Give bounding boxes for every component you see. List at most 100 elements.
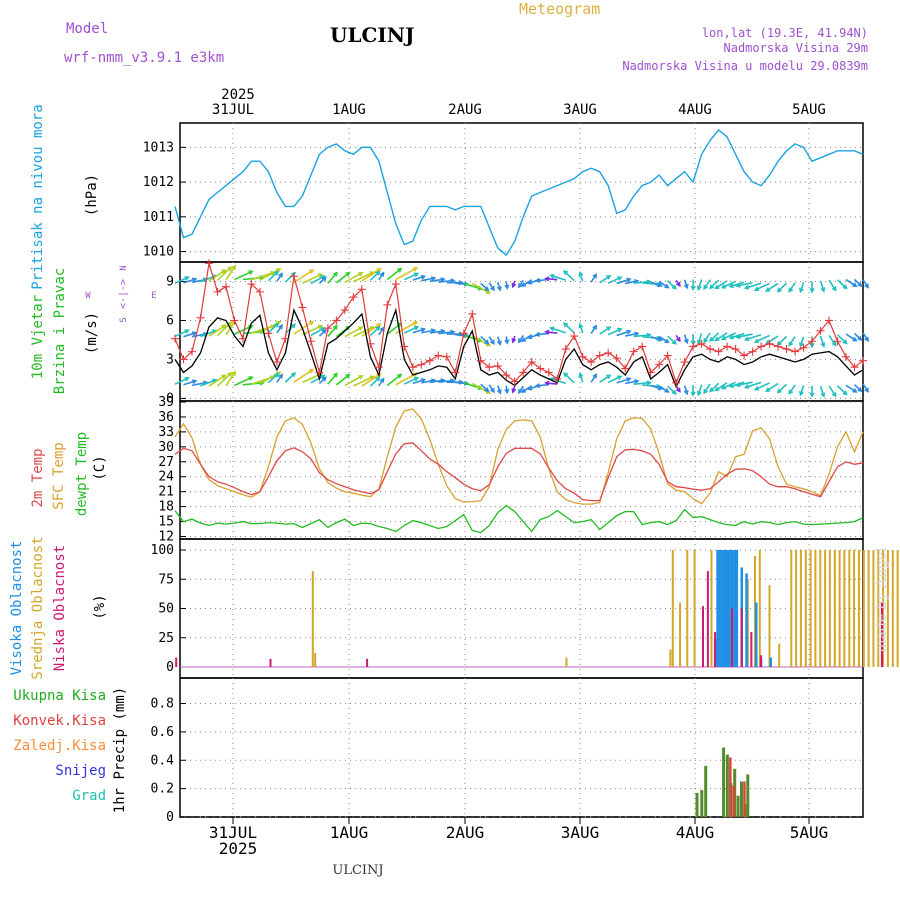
wind-arrow-head [709,284,715,290]
wind-arrow [765,382,779,392]
wind-arrow [550,274,566,281]
wind-arrow [788,384,796,395]
wind-arrow-head [683,338,689,345]
y-tick-label: 30 [158,440,174,455]
gust-marker [238,334,247,343]
cloud-high-bar [769,657,772,667]
gust-marker [672,378,681,387]
cloud-mid-bar [857,550,860,667]
wind-arrow [697,384,703,396]
wind-arrow-head [397,373,403,379]
cloud-mid-bar [896,550,899,667]
cloud-mid-bar [819,550,822,667]
wind-arrow-head [248,376,254,381]
compass-south: S [119,317,129,322]
wind-arrow-head [375,376,381,382]
wind-arrow [361,323,381,337]
wind-arrow [344,271,363,284]
gust-marker [621,364,630,373]
wind-arrow-head [709,336,715,342]
gust-marker [799,343,808,352]
cloud-mid-bar [853,550,856,667]
gust-marker [629,347,638,356]
gust-marker [774,342,783,351]
gust-marker [714,347,723,356]
cloud-high-bar [728,550,731,667]
y-tick-label: 25 [158,631,174,646]
wind-arrow [259,268,281,281]
wind-arrow [736,333,753,339]
wind-arrow-head [671,389,677,395]
wind-arrow-head [765,387,771,392]
gust-marker [706,345,715,354]
cloud-mid-bar [886,550,889,667]
wind-arrow-head [440,277,446,283]
wind-arrow [335,373,350,386]
wind-arrow [765,335,779,345]
wind-arrow [697,279,703,290]
wind-arrow-head [592,324,598,330]
cloud-mid-bar [693,550,696,667]
sfc-temp-line [174,408,864,505]
wind-arrow [714,280,728,290]
cloud-series [175,550,899,668]
wind-arrow-head [703,389,708,395]
y-tick-label: 0 [166,810,174,825]
wind-arrow [480,383,489,392]
wind-arrow-head [671,284,677,290]
wind-arrow-head [430,276,437,282]
wind-arrow-head [520,388,527,393]
cloud-mid-bar [671,550,674,667]
wind-arrow [545,331,558,334]
gust-marker [400,342,409,351]
cloud-mid-bar [778,643,781,667]
wind-arrow-head [397,267,403,273]
wind-arrow-head [696,390,702,397]
gust-marker [510,377,519,386]
wind-arrow [403,377,419,385]
wind-arrow [276,324,283,334]
cloud-low-bar [366,658,369,667]
wind-arrow [216,321,232,337]
cloud-mid-bar [679,602,682,667]
wind-arrow [234,376,253,387]
gust-marker [383,300,392,309]
gust-marker [298,303,307,312]
cloud-low-bar [706,571,709,667]
y-tick-label: 50 [158,602,174,617]
precip-series [180,747,863,818]
wind-arrow-head [657,336,664,342]
wind-arrow-head [379,271,385,277]
gust-marker [578,352,587,361]
wind-arrow-head [703,284,708,291]
gust-marker [391,280,400,289]
wind-arrow-head [852,388,858,393]
wind-arrow-head [671,339,677,345]
wind-arrow [828,334,837,346]
wind-arrow-head [683,283,689,290]
gust-marker [842,352,851,361]
cloud-mid-bar [862,550,865,667]
top-day-label: 1AUG [332,102,366,118]
top-day-labels: 31JUL 1AUG 2AUG 3AUG 4AUG 5AUG [212,102,826,118]
wind-speed-line [174,307,864,389]
wind-arrow-head [714,386,720,392]
gust-marker [255,287,264,296]
wind-arrow-head [518,338,523,344]
wind-arrow [421,277,436,282]
wind-arrow [369,376,381,387]
temp-label-dewpt: dewpt Temp [74,432,90,516]
wind-arrow [667,335,677,345]
wind-arrow-head [864,387,869,393]
wind-arrow [208,324,226,337]
gust-marker [833,337,842,346]
wind-arrow [579,373,584,383]
wind-arrow [709,279,720,289]
wind-arrow [471,282,491,294]
wind-arrow-head [534,277,541,283]
wind-arrow-head [484,339,490,345]
wind-arrow [284,372,296,383]
gust-marker [187,347,196,356]
wind-arrow-head [420,327,427,333]
